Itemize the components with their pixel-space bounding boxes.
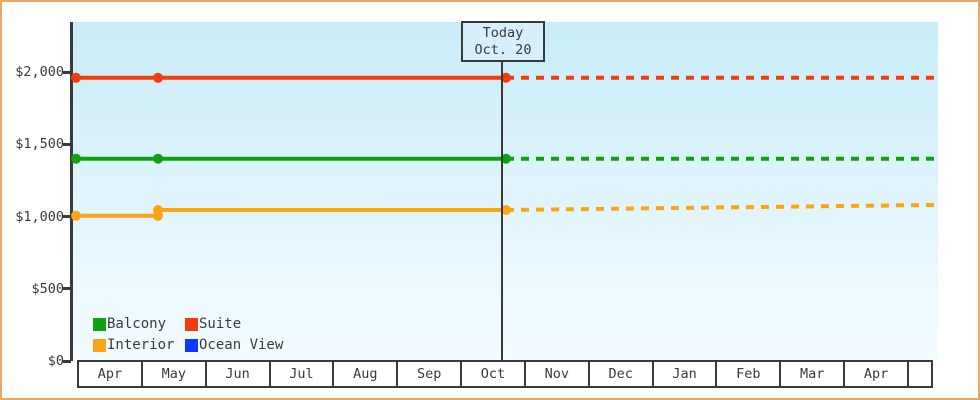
- month-cell: Aug: [334, 362, 399, 386]
- y-tick-label: $2,000: [15, 64, 64, 80]
- y-tick-label: $1,000: [15, 208, 64, 225]
- month-cell: Jul: [270, 362, 335, 386]
- month-cell: Oct: [462, 362, 526, 386]
- month-cell: Mar: [781, 362, 846, 386]
- month-cell: Jan: [653, 362, 718, 386]
- plot-area: [70, 22, 939, 361]
- legend-item-interior: Interior: [93, 337, 185, 353]
- data-point-suite: [71, 72, 81, 83]
- month-cell: Feb: [717, 362, 782, 386]
- today-flag-title: Today: [482, 24, 524, 41]
- legend-swatch-icon: [93, 317, 106, 331]
- legend-label: Interior: [107, 337, 175, 353]
- data-point-interior: [71, 210, 81, 221]
- data-point-interior: [153, 205, 163, 215]
- x-axis: Apr May Jun Jul Aug Sep Oct Nov Dec Jan Feb Mar Apr: [77, 360, 933, 388]
- month-cell: Sep: [398, 362, 463, 386]
- forecast-line-interior: [505, 202, 939, 212]
- data-point-balcony: [501, 153, 511, 164]
- y-tick-mark: [63, 215, 71, 218]
- data-point-balcony: [153, 153, 163, 164]
- month-cell: Nov: [525, 362, 590, 386]
- today-vertical-line: [501, 59, 503, 361]
- y-tick-mark: [63, 70, 71, 74]
- legend-item-balcony: Balcony: [93, 316, 185, 332]
- y-tick-label: $1,500: [15, 136, 64, 153]
- month-cell: Apr: [79, 362, 143, 386]
- legend-item-ocean-view: Ocean View: [185, 337, 283, 353]
- month-cell: Dec: [589, 362, 654, 386]
- y-tick-label: $500: [31, 280, 64, 297]
- today-flag-date: Oct. 20: [474, 41, 532, 58]
- legend-label: Ocean View: [199, 337, 284, 353]
- legend-swatch-icon: [185, 317, 198, 331]
- data-point-balcony: [71, 153, 81, 164]
- legend-item-suite: Suite: [185, 316, 283, 332]
- data-point-suite: [153, 72, 163, 83]
- legend-label: Suite: [199, 316, 242, 332]
- legend: Balcony Suite Interior Ocean View: [93, 316, 283, 353]
- y-tick-mark: [63, 359, 71, 363]
- legend-label: Balcony: [107, 316, 167, 332]
- legend-swatch-icon: [185, 338, 198, 352]
- data-point-interior: [501, 205, 511, 215]
- month-cell-partial: [908, 362, 931, 386]
- today-flag: Today Oct. 20: [461, 21, 545, 62]
- month-cell: May: [142, 362, 207, 386]
- y-tick-mark: [63, 287, 71, 291]
- plot-lines: [71, 72, 939, 221]
- month-cell: Apr: [845, 362, 909, 386]
- data-point-suite: [501, 72, 511, 83]
- y-tick-mark: [63, 142, 71, 146]
- history-line-interior: [76, 208, 506, 218]
- month-cell: Jun: [206, 362, 271, 386]
- legend-swatch-icon: [93, 338, 106, 352]
- y-tick-label: $0: [47, 353, 64, 369]
